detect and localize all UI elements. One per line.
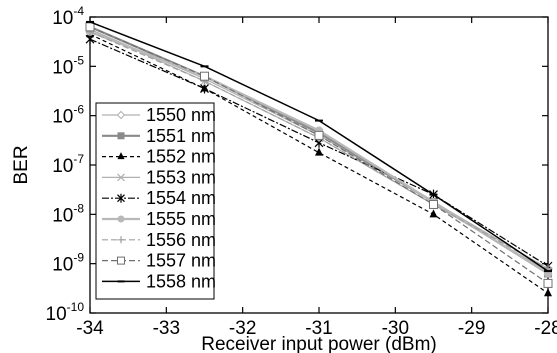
series-1557-nm: [85, 22, 553, 288]
y-tick-label: 10-9: [52, 251, 84, 276]
legend-label: 1558 nm: [146, 271, 216, 291]
legend-item: 1556 nm: [102, 230, 216, 250]
x-axis-ticks: -34 -33 -32 -31 -30 -29 -28: [76, 17, 557, 339]
legend-item: 1552 nm: [102, 147, 216, 167]
x-tick-label: -29: [458, 318, 485, 339]
legend-label: 1550 nm: [146, 105, 216, 125]
legend-item: 1557 nm: [102, 251, 216, 271]
legend-label: 1556 nm: [146, 230, 216, 250]
y-tick-label: 10-6: [52, 103, 84, 128]
x-tick-label: -31: [305, 318, 332, 339]
legend-item: 1551 nm: [102, 126, 216, 146]
legend-item: 1553 nm: [102, 167, 216, 187]
legend-item: 1554 nm: [102, 188, 216, 208]
data-point: [116, 110, 126, 120]
data-point: [117, 236, 125, 244]
legend-label: 1551 nm: [146, 126, 216, 146]
data-point: [200, 71, 209, 81]
data-point: [429, 209, 438, 218]
x-tick-label: -28: [534, 318, 557, 339]
y-tick-label: 10-7: [52, 152, 84, 177]
series-layer: [85, 20, 553, 297]
series-1552-nm: [86, 29, 552, 297]
x-tick-label: -34: [76, 318, 104, 339]
y-tick-label: 10-8: [52, 201, 84, 226]
legend-label: 1553 nm: [146, 167, 216, 187]
data-point: [315, 147, 323, 156]
data-point: [85, 22, 95, 32]
data-point: [543, 278, 553, 288]
legend-label: 1552 nm: [146, 147, 216, 167]
series-line: [89, 33, 549, 294]
data-point: [200, 83, 209, 94]
data-point: [85, 34, 95, 45]
legend-label: 1557 nm: [146, 251, 216, 271]
x-tick-label: -32: [229, 318, 256, 339]
data-point: [117, 152, 125, 160]
legend-item: 1558 nm: [102, 271, 216, 291]
x-tick-label: -33: [153, 318, 180, 339]
data-point: [544, 288, 552, 297]
x-tick-label: -30: [382, 318, 409, 339]
data-point: [117, 173, 125, 182]
data-point: [117, 132, 125, 140]
data-point: [314, 130, 324, 140]
legend-item: 1550 nm: [102, 105, 216, 125]
data-point: [429, 199, 438, 209]
y-tick-label: 10-5: [52, 53, 84, 78]
x-axis-label: Receiver input power (dBm): [201, 334, 436, 353]
data-point: [117, 193, 125, 203]
data-point: [117, 215, 125, 223]
legend-label: 1554 nm: [146, 188, 216, 208]
data-point: [117, 256, 125, 265]
series-1558-nm: [86, 20, 552, 273]
legend-item: 1555 nm: [102, 209, 216, 229]
y-tick-label: 10-4: [52, 4, 84, 29]
y-tick-label: 10-10: [46, 300, 85, 325]
legend-label: 1555 nm: [146, 209, 216, 229]
y-axis-label: BER: [11, 145, 32, 184]
